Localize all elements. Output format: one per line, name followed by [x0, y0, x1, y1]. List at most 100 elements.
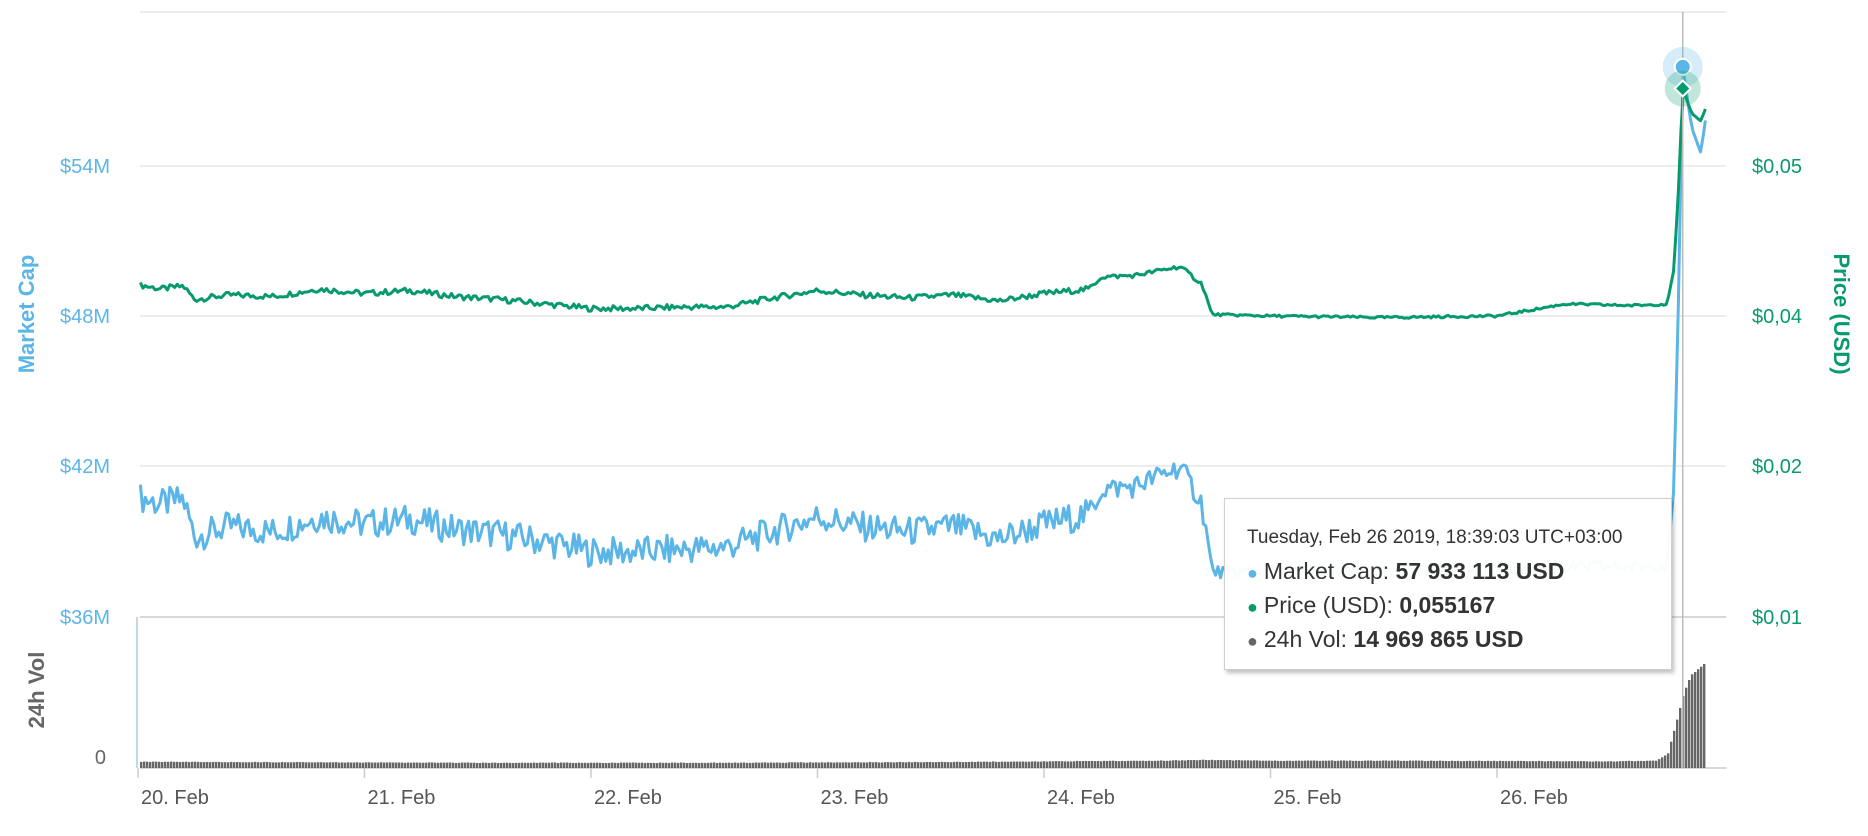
volume-bar — [1121, 760, 1124, 768]
price-point — [1673, 79, 1693, 98]
volume-bar — [1289, 760, 1292, 768]
volume-bar — [1184, 760, 1187, 768]
volume-bar — [1601, 761, 1604, 768]
volume-bar — [815, 762, 818, 768]
volume-bar — [560, 762, 563, 768]
x-axis-tick: 22. Feb — [594, 787, 662, 809]
volume-bar — [536, 762, 539, 768]
volume-bar — [1571, 761, 1574, 768]
volume-bar — [1067, 761, 1070, 768]
volume-bar — [1250, 760, 1253, 768]
volume-bar — [1343, 760, 1346, 768]
tooltip-label: Market Cap: — [1263, 558, 1396, 584]
volume-bar — [953, 761, 956, 768]
volume-bar — [578, 762, 581, 768]
axis-ticks: $36M $42M $48M $54M $0,01 $0,02 $0,04 $0,05 0 20.… — [60, 156, 1802, 809]
volume-bar — [1451, 760, 1454, 768]
tooltip-row-volume: ● 24h Vol: 14 969 865 USD — [1247, 623, 1671, 657]
volume-bar — [1448, 761, 1451, 768]
volume-bar — [1454, 761, 1457, 768]
left-axis-tick: $48M — [60, 306, 110, 328]
volume-bar — [1460, 761, 1463, 768]
volume-bar — [677, 762, 680, 768]
volume-bar — [314, 762, 317, 768]
volume-bar — [1124, 761, 1127, 768]
volume-bar — [1547, 761, 1550, 768]
volume-bar — [644, 763, 647, 768]
volume-bar — [1679, 708, 1682, 768]
volume-bar — [248, 762, 251, 768]
volume-bar — [572, 762, 575, 768]
volume-bar — [1313, 760, 1316, 768]
volume-bar — [1235, 760, 1238, 768]
volume-bar — [980, 761, 983, 768]
volume-bar — [1337, 760, 1340, 768]
volume-bar — [932, 762, 935, 768]
volume-bar — [266, 761, 269, 768]
volume-bar — [236, 762, 239, 768]
volume-bar — [161, 762, 164, 768]
x-axis-tick: 24. Feb — [1047, 787, 1115, 809]
volume-bar — [545, 762, 548, 768]
volume-bar — [1622, 761, 1625, 768]
volume-bar — [1355, 760, 1358, 768]
volume-bar — [1628, 760, 1631, 768]
volume-bar — [605, 763, 608, 768]
volume-bar — [821, 762, 824, 768]
volume-bar — [800, 762, 803, 768]
volume-bar — [1655, 760, 1658, 768]
volume-bar — [332, 762, 335, 768]
tooltip-value: 57 933 113 USD — [1395, 558, 1565, 584]
volume-bar — [944, 762, 947, 768]
volume-bar — [476, 763, 479, 768]
volume-bar — [1502, 761, 1505, 768]
volume-bar — [758, 762, 761, 768]
volume-bar — [725, 762, 728, 768]
volume-bar — [1616, 761, 1619, 768]
volume-bar — [1226, 760, 1229, 768]
volume-bar — [914, 761, 917, 768]
volume-bar — [656, 763, 659, 768]
volume-bar — [485, 762, 488, 768]
volume-bar — [1016, 761, 1019, 768]
volume-bar — [1463, 761, 1466, 768]
volume-bar — [1427, 760, 1430, 768]
volume-bar — [1136, 760, 1139, 768]
volume-bar — [233, 762, 236, 768]
volume-bar — [1577, 761, 1580, 768]
volume-bar — [665, 762, 668, 768]
volume-bar — [1382, 760, 1385, 768]
volume-bar — [1172, 760, 1175, 768]
volume-bar — [1322, 760, 1325, 768]
market-cap-point — [1673, 57, 1692, 76]
volume-bar — [509, 762, 512, 768]
volume-bar — [518, 762, 521, 768]
volume-bar — [1688, 680, 1691, 768]
volume-bar — [581, 762, 584, 768]
volume-bar — [1619, 761, 1622, 768]
volume-bar — [482, 762, 485, 768]
volume-bar — [716, 763, 719, 768]
volume-bar — [1304, 760, 1307, 768]
volume-bar — [782, 762, 785, 768]
volume-bar — [668, 763, 671, 768]
volume-bar — [1178, 760, 1181, 768]
volume-bar — [401, 762, 404, 768]
volume-bar — [1187, 760, 1190, 768]
volume-bar — [389, 762, 392, 768]
volume-bar — [920, 762, 923, 768]
volume-bar — [854, 762, 857, 768]
volume-bar — [209, 762, 212, 768]
volume-bar — [1652, 760, 1655, 768]
volume-bar — [254, 761, 257, 768]
volume-bar — [974, 762, 977, 768]
volume-bar — [1526, 761, 1529, 768]
volume-bar — [575, 763, 578, 768]
volume-bar — [680, 762, 683, 768]
volume-bar — [1262, 760, 1265, 768]
volume-bar — [1559, 761, 1562, 768]
volume-bar — [1265, 760, 1268, 768]
volume-bar — [671, 762, 674, 768]
volume-bar — [1523, 761, 1526, 768]
